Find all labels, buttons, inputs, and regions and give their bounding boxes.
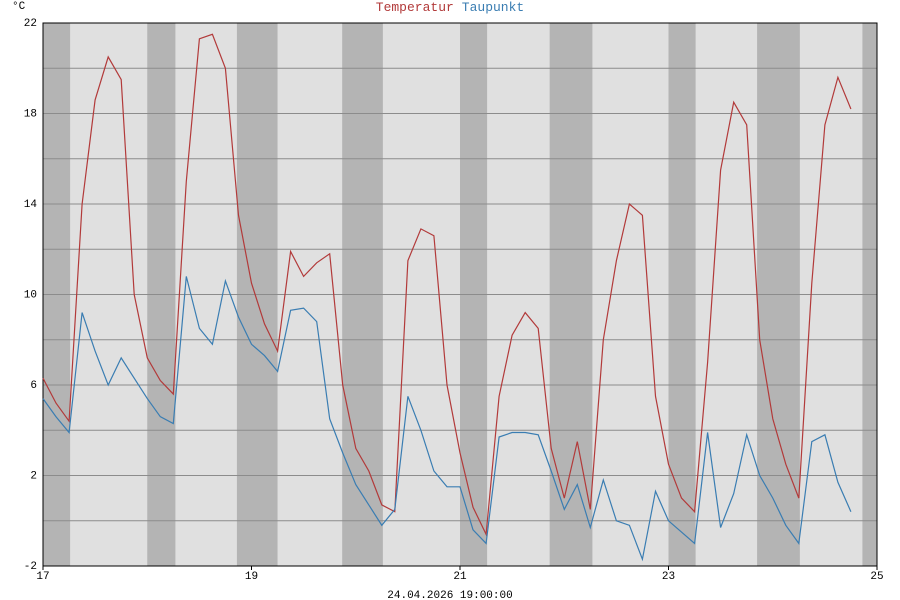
plot-frame (42, 22, 878, 567)
series-line (42, 33, 852, 537)
y-tick-label: 18 (24, 108, 37, 120)
y-tick-label: 10 (24, 289, 37, 301)
y-tick-label: 22 (24, 18, 37, 30)
y-tick-label: 2 (30, 470, 37, 482)
x-tick-label: 25 (870, 571, 883, 583)
x-tick-label: 19 (245, 571, 258, 583)
x-tick-label: 17 (36, 571, 49, 583)
y-tick-label: 6 (30, 380, 37, 392)
y-tick-label: -2 (24, 561, 37, 573)
x-tick-label: 21 (453, 571, 467, 583)
y-tick-label: 14 (24, 199, 38, 211)
legend-entry: Temperatur (376, 0, 454, 15)
series-line (42, 276, 852, 562)
legend: Temperatur Taupunkt (376, 0, 524, 15)
x-tick-label: 23 (662, 571, 675, 583)
footer-timestamp: 24.04.2026 19:00:00 (387, 590, 512, 600)
y-unit: °C (12, 1, 26, 13)
legend-entry: Taupunkt (462, 0, 524, 15)
